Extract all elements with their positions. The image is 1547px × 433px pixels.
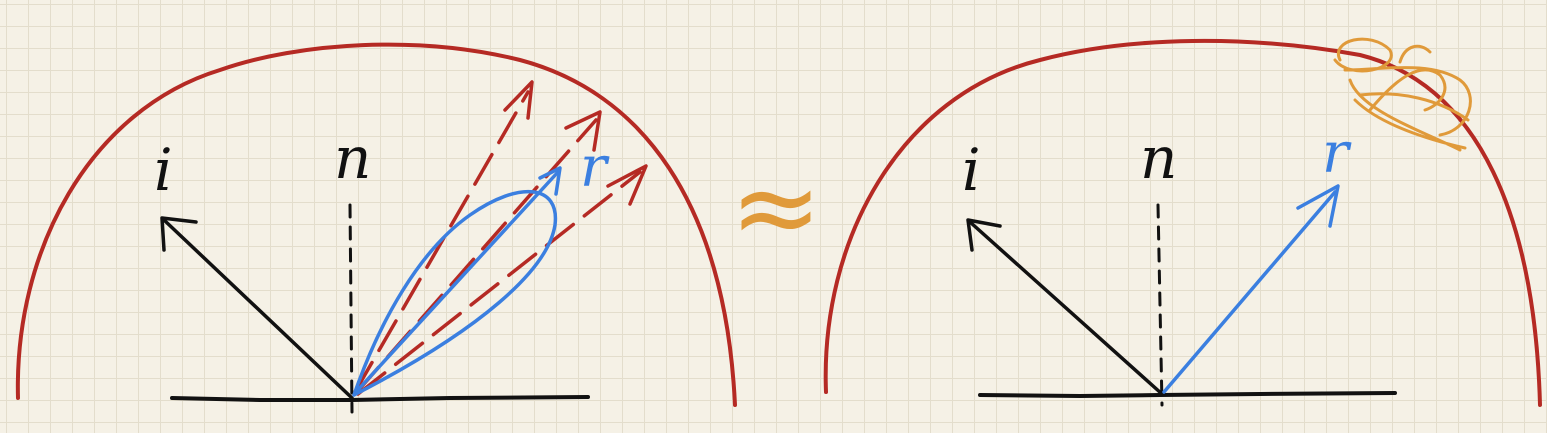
left-reflect-label: r (580, 135, 610, 200)
right-reflect-label: r (1322, 121, 1352, 186)
right-normal-label: n (1140, 124, 1177, 192)
right-reflect-arrowhead (1296, 184, 1340, 228)
left-hemisphere-arc (15, 42, 737, 407)
left-reflect-vector (354, 170, 560, 394)
left-scatter-ray-3 (356, 170, 642, 396)
left-incident-arrowhead (160, 216, 198, 252)
right-hemisphere-arc (823, 38, 1542, 407)
left-scatter-ray-1-head (503, 80, 534, 120)
right-incident-arrowhead (966, 218, 1002, 252)
left-surface-line (170, 395, 590, 402)
left-incident-label: i (154, 136, 173, 204)
left-scatter-ray-2-head (564, 110, 602, 152)
right-diagram: i n r (823, 37, 1542, 407)
left-incident-vector (162, 218, 354, 400)
left-normal-label: n (334, 124, 371, 192)
left-normal-dashed-line (348, 203, 354, 414)
right-reflect-vector (1162, 190, 1337, 394)
right-incident-vector (968, 220, 1164, 396)
left-reflect-arrowhead (538, 166, 562, 196)
right-normal-dashed-line (1156, 203, 1164, 407)
right-incident-label: i (962, 136, 981, 204)
approx-symbol: ≈ (730, 143, 822, 271)
right-surface-line (978, 391, 1397, 398)
left-scatter-ray-3-head (606, 164, 648, 206)
left-diagram: i n r (15, 42, 737, 414)
right-highlight-scribble (1333, 37, 1472, 152)
